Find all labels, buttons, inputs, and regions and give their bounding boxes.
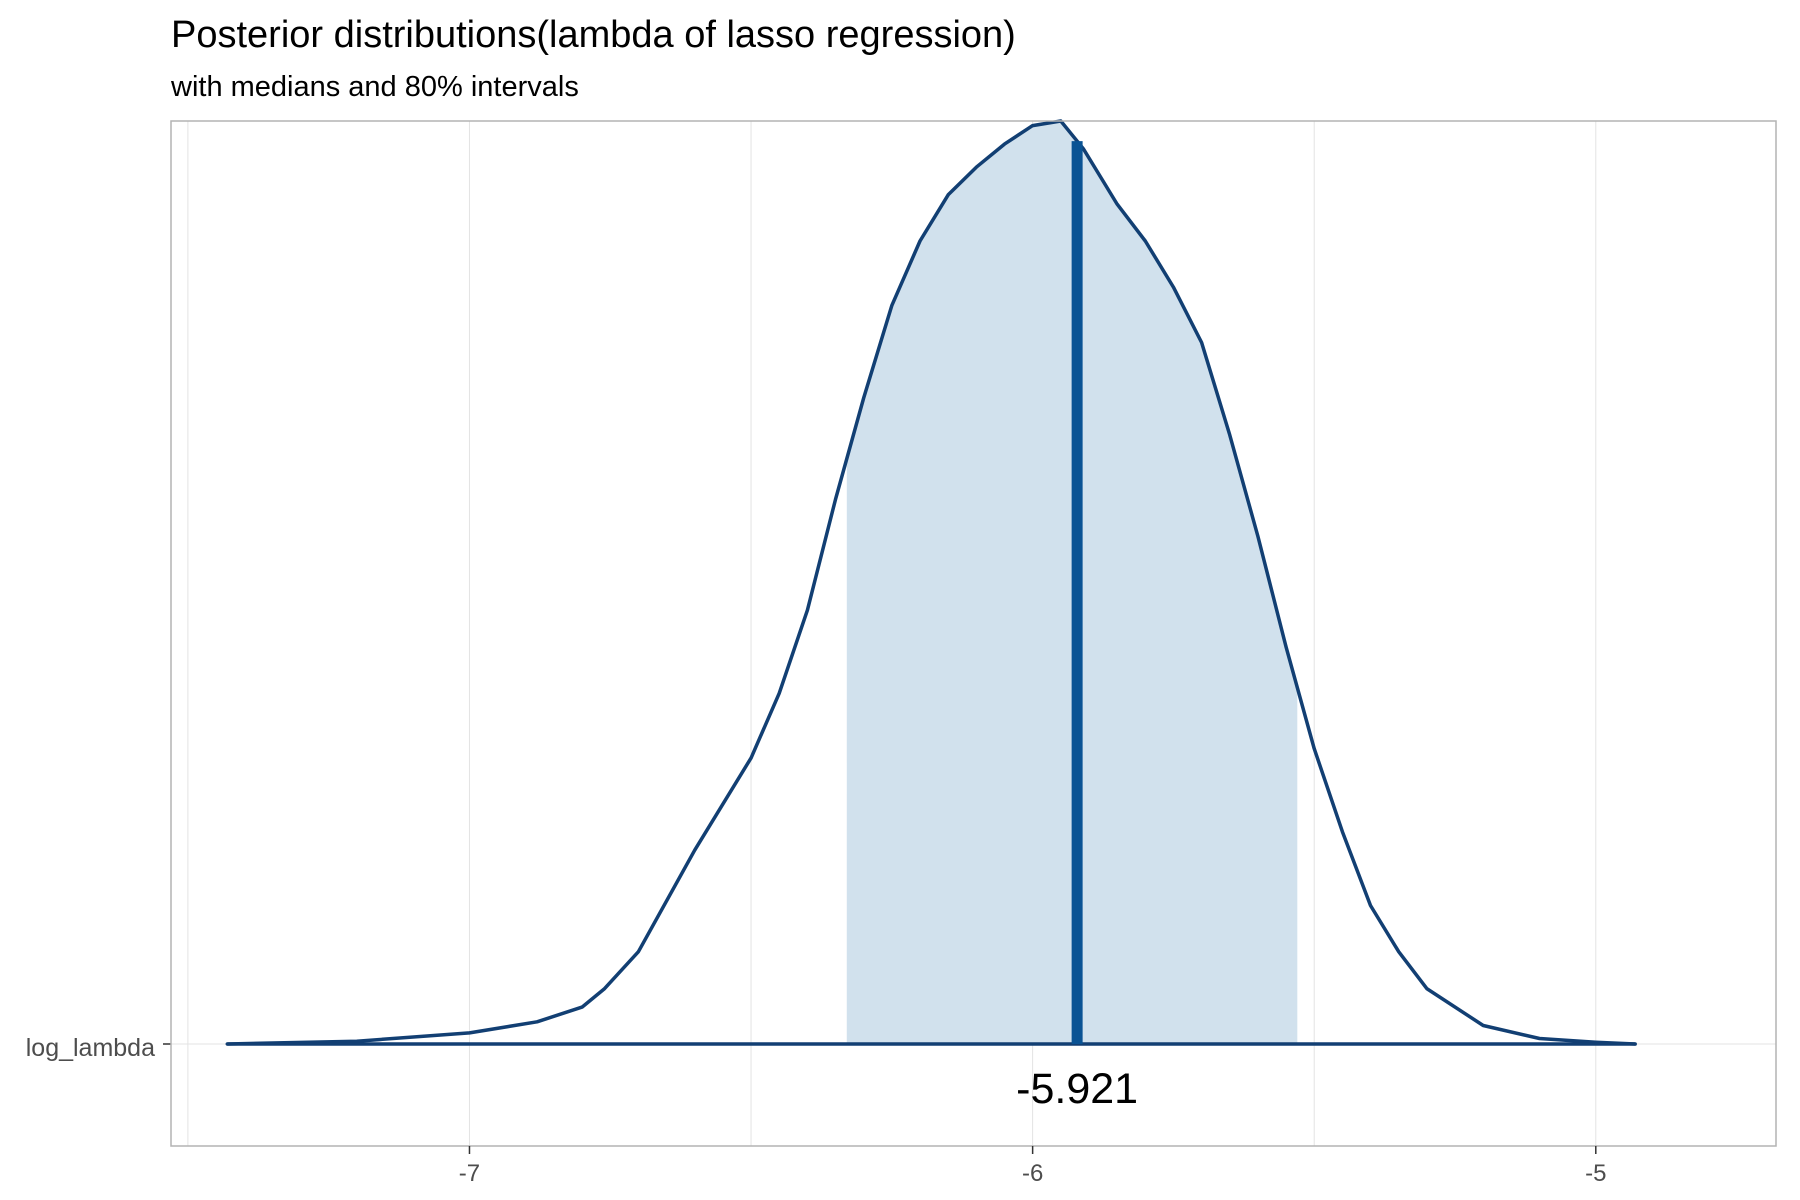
x-tick-label: -6: [1022, 1160, 1043, 1187]
chart-subtitle: with medians and 80% intervals: [170, 71, 579, 103]
x-tick-label: -5: [1585, 1160, 1606, 1187]
x-axis-ticks: -7 -6 -5: [459, 1146, 1606, 1187]
panel-border: [170, 120, 1777, 1147]
median-value-label: -5.921: [1016, 1065, 1138, 1113]
density-curve: [225, 119, 1637, 1046]
y-tick-label: log_lambda: [26, 1034, 155, 1062]
density: [225, 119, 1637, 1046]
chart-title: Posterior distributions(lambda of lasso …: [171, 14, 1016, 56]
x-tick-label: -7: [459, 1160, 480, 1187]
